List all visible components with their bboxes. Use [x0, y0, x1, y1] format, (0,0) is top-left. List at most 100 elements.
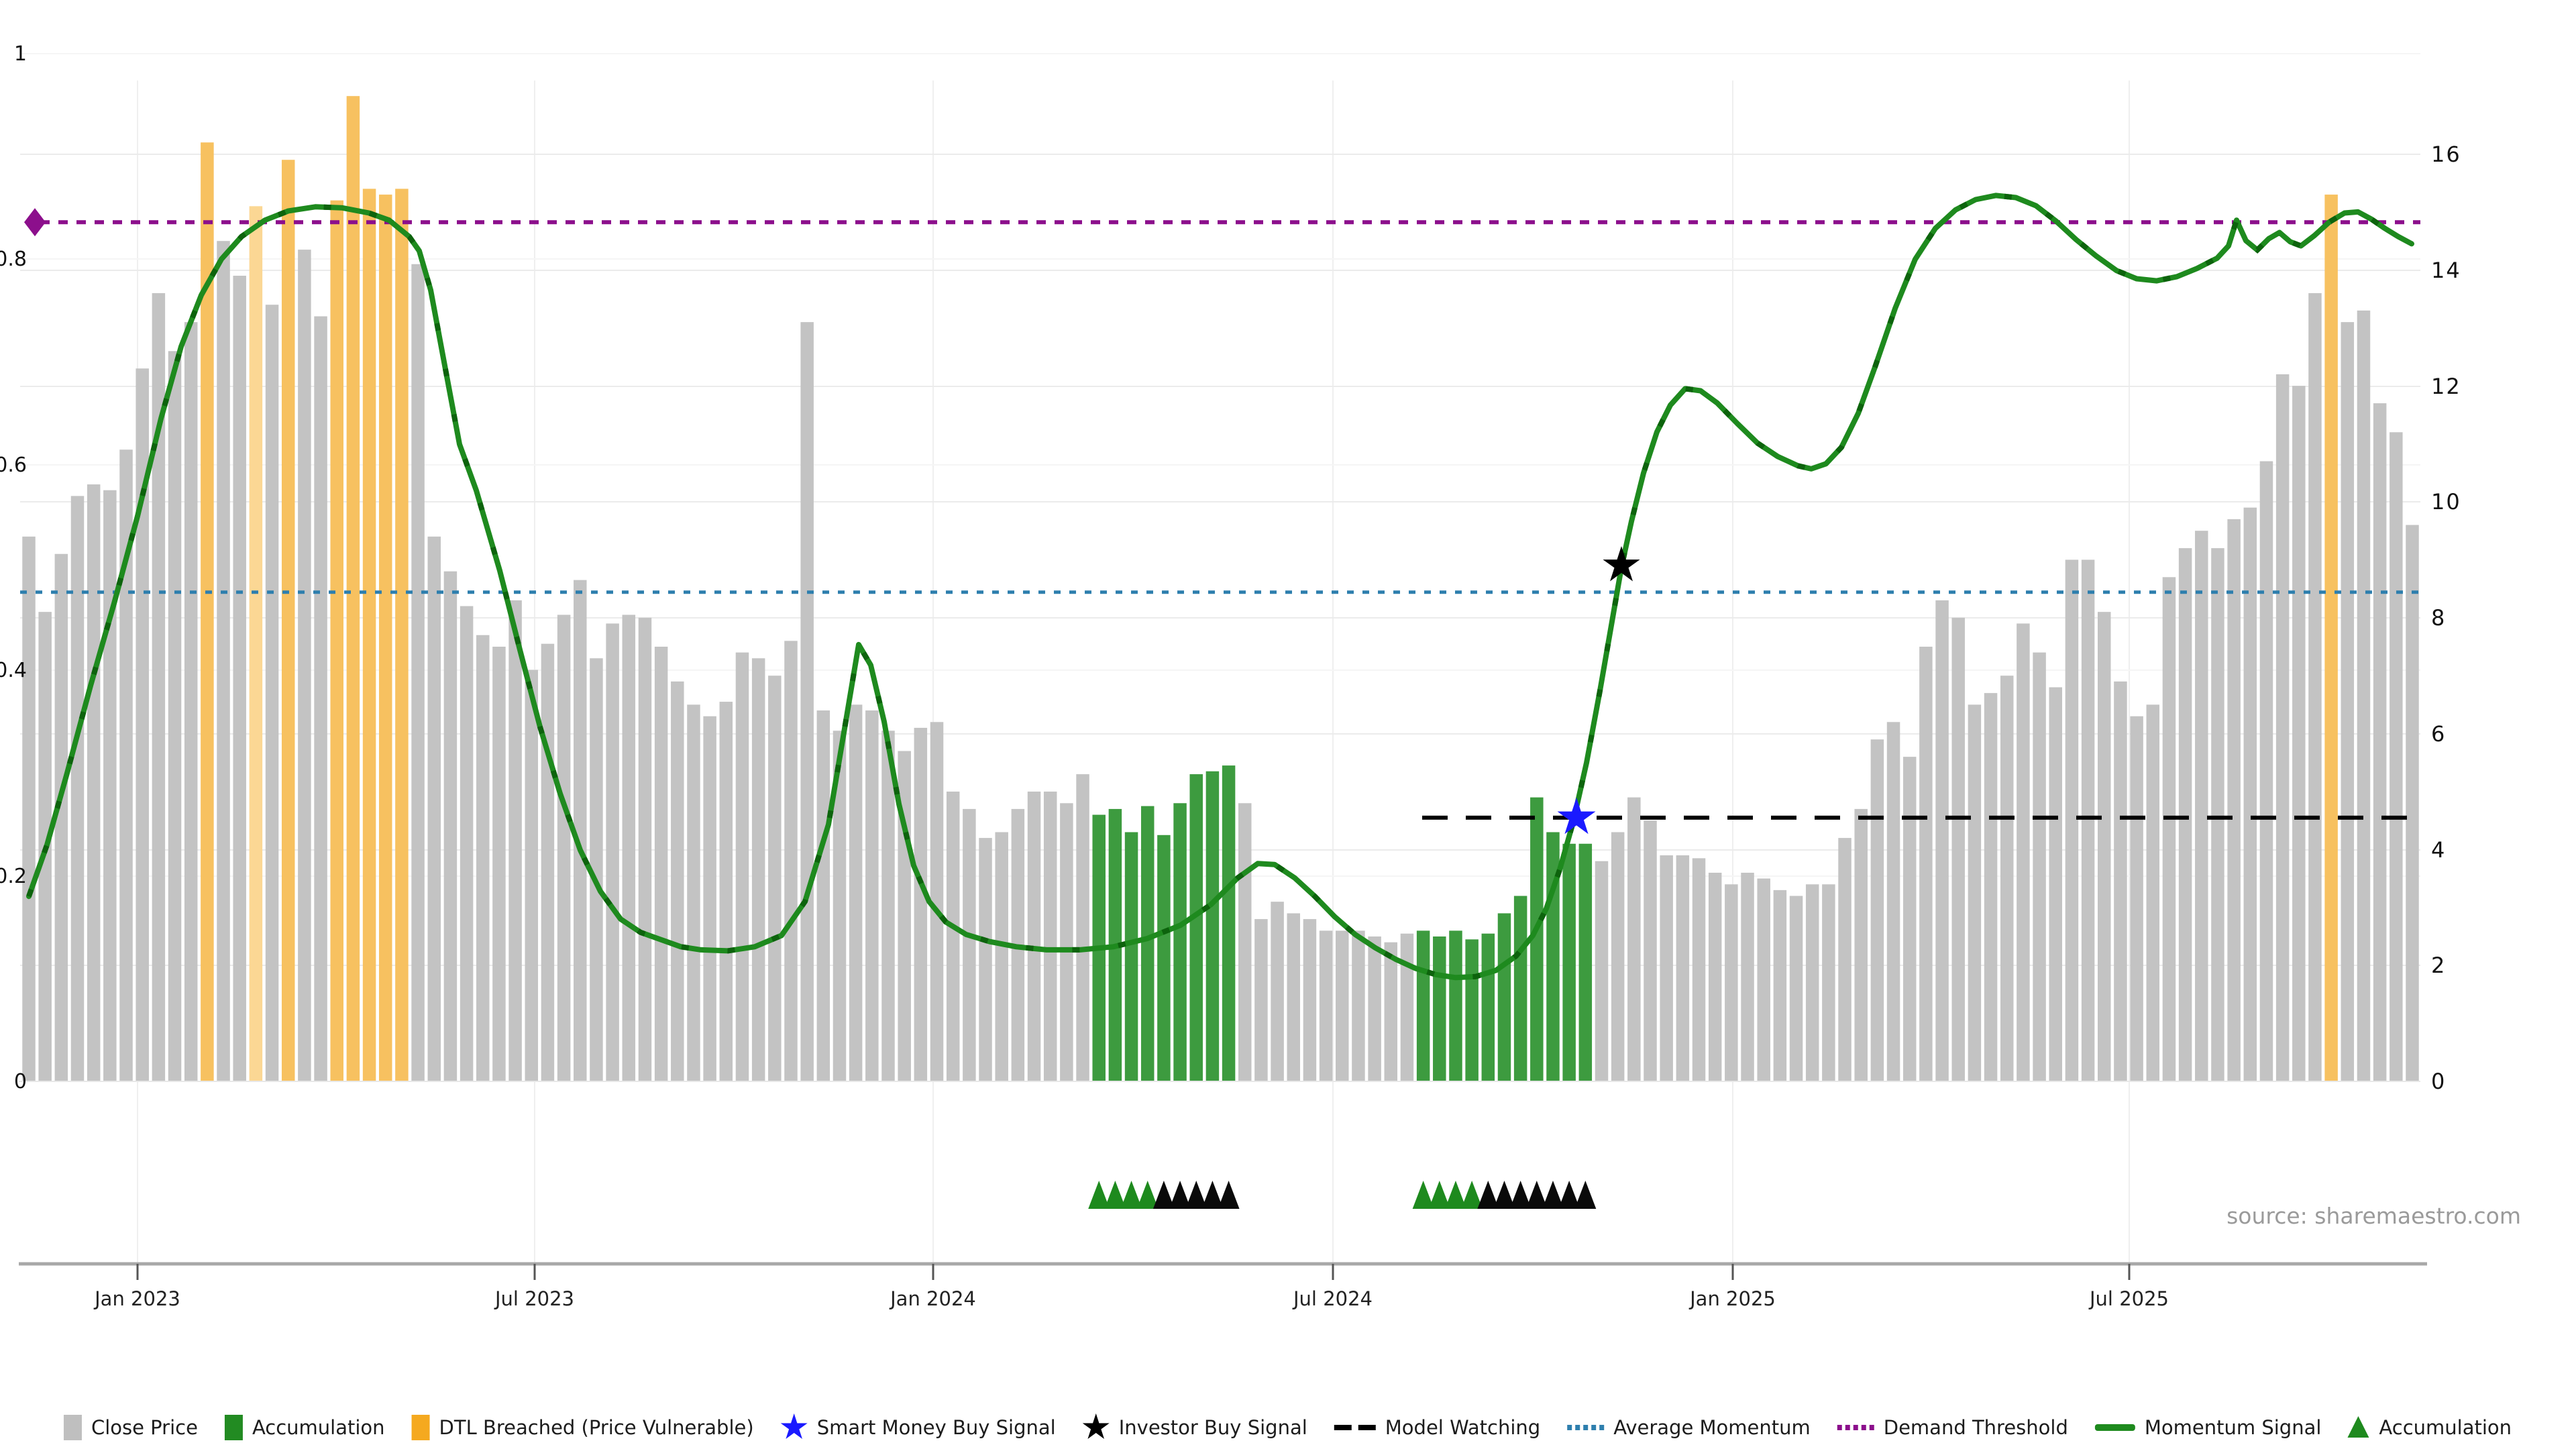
legend-swatch-line-icon	[2094, 1424, 2135, 1431]
legend-swatch-dash-icon	[1334, 1425, 1376, 1430]
close-price-bar	[719, 702, 733, 1081]
close-price-bar	[2227, 519, 2241, 1081]
close-price-bar	[865, 710, 879, 1081]
momentum-signal-line	[26, 193, 2414, 981]
reference-lines	[20, 208, 2420, 820]
close-price-bar	[557, 614, 571, 1081]
legend-item: DTL Breached (Price Vulnerable)	[411, 1415, 754, 1440]
accumulation-bar	[1449, 930, 1462, 1081]
close-price-bar	[1708, 872, 1722, 1081]
close-price-bar	[654, 647, 668, 1081]
close-price-bar	[2049, 687, 2062, 1081]
accumulation-triangle-black-icon	[1169, 1181, 1191, 1209]
close-price-bar	[833, 731, 847, 1081]
close-price-bar	[217, 241, 230, 1082]
close-price-bar	[476, 635, 490, 1081]
close-price-bar	[2130, 716, 2143, 1081]
smart-money-buy-star-icon	[1557, 797, 1596, 835]
legend-item: Momentum Signal	[2094, 1416, 2322, 1439]
close-price-bar	[1254, 919, 1268, 1081]
legend-item: Accumulation	[224, 1415, 385, 1440]
accumulation-bar	[1222, 765, 1236, 1081]
legend-swatch-triangle-icon	[2347, 1416, 2369, 1438]
close-price-bar	[784, 641, 798, 1081]
close-price-bar	[1368, 936, 1381, 1081]
legend-item-label: Accumulation	[2379, 1416, 2512, 1439]
accumulation-triangle-green-icon	[1412, 1181, 1434, 1209]
close-price-bar	[508, 600, 522, 1081]
y-right-tick-label: 12	[2431, 374, 2461, 399]
legend-item-label: Momentum Signal	[2145, 1416, 2322, 1439]
legend-swatch-dots-icon	[1837, 1425, 1874, 1430]
close-price-bar	[1060, 803, 1073, 1081]
close-price-bar	[233, 276, 246, 1081]
x-axis-tick-label: Jan 2024	[889, 1287, 976, 1310]
y-right-tick-label: 16	[2431, 142, 2461, 167]
close-price-bar	[1854, 808, 1868, 1081]
close-price-bar	[2114, 681, 2127, 1081]
close-price-bar	[2275, 374, 2290, 1082]
legend-item: Close Price	[63, 1415, 198, 1440]
close-price-bar	[2065, 559, 2079, 1081]
close-price-bar	[622, 614, 636, 1081]
close-price-bar	[2146, 704, 2160, 1081]
close-price-bar	[1822, 884, 1835, 1081]
close-price-bar	[265, 305, 279, 1081]
close-price-bar	[1336, 930, 1349, 1081]
close-price-bar	[963, 808, 976, 1081]
close-price-bar	[2178, 548, 2192, 1081]
y-left-tick-label: 0.2	[0, 865, 27, 888]
accumulation-bar	[1513, 896, 1527, 1081]
dtl-breached-bar	[249, 206, 263, 1081]
close-price-bar	[2000, 676, 2014, 1081]
legend-item: Smart Money Buy Signal	[780, 1413, 1056, 1439]
legend: Close Price Accumulation DTL Breached (Pri…	[63, 1413, 2512, 1440]
y-left-tick-label: 0.6	[0, 453, 27, 477]
x-axis-tick-label: Jan 2023	[93, 1287, 180, 1310]
accumulation-triangle-black-icon	[1152, 1181, 1175, 1209]
axes: Jan 2023 Jul 2023 Jan 2024 Jul 2024 Jan 2025…	[0, 42, 2461, 1310]
accumulation-bar	[1562, 843, 1576, 1081]
close-price-bar	[930, 722, 944, 1081]
close-price-bar	[1773, 890, 1787, 1081]
y-right-tick-label: 2	[2431, 953, 2446, 978]
close-price-bar	[1968, 704, 1982, 1081]
accumulation-bar	[1140, 806, 1155, 1081]
accumulation-triangle-green-icon	[1428, 1181, 1450, 1209]
dtl-breached-bar	[330, 200, 343, 1082]
close-price-bar	[590, 658, 603, 1081]
close-price-bar	[1238, 803, 1252, 1081]
legend-item-label: DTL Breached (Price Vulnerable)	[439, 1416, 754, 1439]
accumulation-triangle-green-icon	[1120, 1181, 1142, 1209]
close-price-bar	[1027, 792, 1041, 1081]
accumulation-bar	[1205, 771, 1220, 1081]
close-price-bar	[525, 669, 539, 1081]
legend-item: Average Momentum	[1567, 1416, 1811, 1439]
close-price-bar	[1725, 884, 1738, 1081]
close-price-bar	[492, 647, 506, 1081]
close-price-bar	[1919, 647, 1933, 1081]
close-price-bar	[2081, 559, 2095, 1081]
legend-item-label: Average Momentum	[1613, 1416, 1811, 1439]
y-right-tick-label: 14	[2431, 258, 2461, 283]
legend-item-label: Model Watching	[1385, 1416, 1540, 1439]
close-price-bar	[1805, 884, 1819, 1081]
close-price-bar	[2259, 461, 2273, 1081]
accumulation-triangle-black-icon	[1542, 1181, 1564, 1209]
accumulation-triangle-black-icon	[1558, 1181, 1580, 1209]
close-price-bar	[1935, 600, 1949, 1081]
accumulation-triangle-black-icon	[1477, 1181, 1499, 1209]
close-price-bar	[1757, 878, 1770, 1081]
close-price-bar	[914, 727, 928, 1081]
close-price-bar	[1886, 722, 1900, 1081]
legend-swatch-star-icon	[780, 1413, 808, 1439]
close-price-bar	[70, 496, 85, 1081]
close-price-bar	[606, 623, 619, 1081]
legend-item: Model Watching	[1334, 1416, 1540, 1439]
close-price-bar	[1870, 739, 1884, 1081]
close-price-bar	[103, 490, 117, 1081]
close-price-bar	[1400, 933, 1414, 1081]
dtl-breached-bar	[346, 96, 360, 1082]
close-price-bar	[1692, 858, 1706, 1081]
